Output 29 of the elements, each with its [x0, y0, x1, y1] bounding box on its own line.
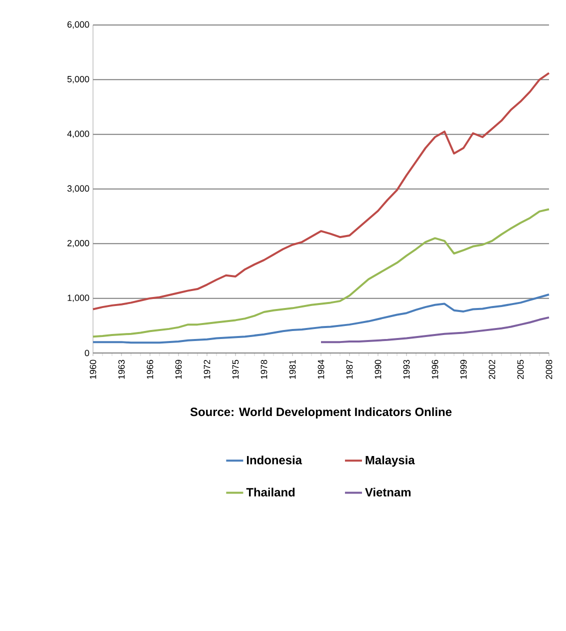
y-tick-label: 6,000 — [67, 21, 90, 29]
x-tick-label: 1996 — [432, 360, 438, 379]
x-tick-label: 1990 — [374, 360, 382, 379]
legend-label: Vietnam — [365, 488, 411, 496]
x-tick-label: 1966 — [146, 360, 154, 379]
x-tick-label: 1963 — [118, 360, 125, 379]
x-tick-label: 1960 — [90, 360, 96, 379]
y-tick-label: 2,000 — [67, 240, 90, 248]
legend-label: Thailand — [246, 488, 295, 496]
y-tick-label: 0 — [84, 350, 90, 356]
y-tick-label: 5,000 — [67, 76, 90, 84]
legend-label: Indonesia — [246, 456, 302, 464]
x-tick-label: 1972 — [204, 360, 210, 379]
x-tick-label: 1987 — [346, 360, 353, 379]
source-note: Source: World Development Indicators Online — [190, 407, 452, 419]
x-tick-label: 1981 — [289, 360, 296, 379]
y-tick-label: 4,000 — [67, 130, 90, 138]
y-tick-label: 3,000 — [67, 185, 90, 193]
y-tick-label: 1,000 — [68, 294, 90, 302]
x-tick-label: 2002 — [488, 360, 496, 379]
x-tick-label: 1984 — [318, 360, 324, 379]
x-tick-label: 1993 — [403, 360, 410, 379]
x-tick-label: 1999 — [460, 360, 467, 379]
x-tick-label: 1975 — [232, 360, 239, 379]
x-tick-label: 1978 — [260, 360, 268, 379]
legend-label: Malaysia — [366, 456, 415, 467]
x-tick-label: 2008 — [546, 360, 552, 379]
x-tick-label: 1969 — [175, 360, 182, 379]
x-tick-label: 2005 — [517, 360, 524, 379]
